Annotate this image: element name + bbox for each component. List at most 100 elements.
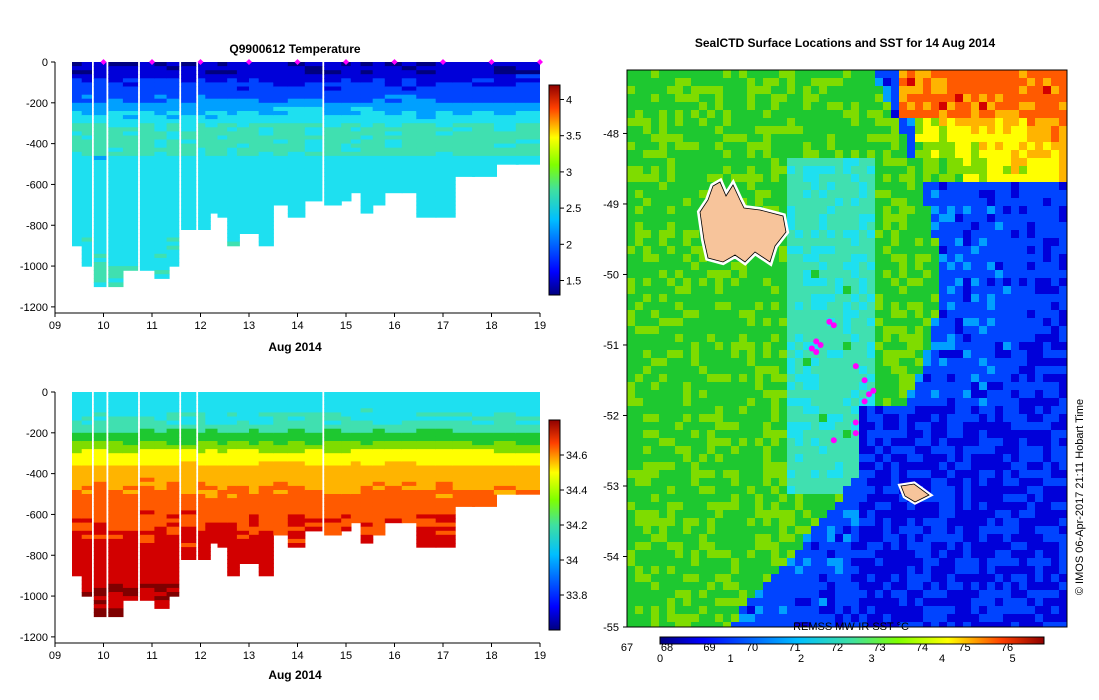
seal-location (817, 342, 824, 348)
x-tick-label: 09 (49, 320, 61, 332)
x-tick-label: 10 (97, 320, 109, 332)
y-tick-label: -400 (26, 139, 48, 151)
y-tick-label: 0 (42, 387, 48, 399)
colorbar-tick-label: 3.5 (566, 131, 581, 143)
x-tick-label: 16 (388, 320, 400, 332)
sst-map-panel: SealCTD Surface Locations and SST for 14… (603, 36, 1086, 665)
imos-credit: © IMOS 06-Apr-2017 21:11 Hobart Time (1074, 399, 1086, 595)
lat-tick-label: -50 (603, 269, 619, 281)
y-tick-label: 0 (42, 57, 48, 69)
colorbar-tick-label: 2.5 (566, 203, 581, 215)
x-tick-label: 14 (291, 650, 303, 662)
sst-f-tick: 76 (1001, 642, 1013, 654)
map-title: SealCTD Surface Locations and SST for 14… (695, 36, 996, 50)
colorbar-tick-label: 3 (566, 167, 572, 179)
x-tick-label: 14 (291, 320, 303, 332)
salinity-xlabel: Aug 2014 (268, 668, 322, 682)
temperature-panel: Q9900612 Temperature 0 -200 -400 -600 -800 -1… (20, 42, 581, 354)
y-tick-label: -400 (26, 469, 48, 481)
colorbar-tick-label: 4 (566, 94, 572, 106)
x-tick-label: 11 (146, 650, 157, 662)
x-tick-label: 19 (534, 650, 546, 662)
seal-location (813, 338, 820, 345)
x-tick-label: 11 (146, 320, 157, 332)
map-colorbar-ticks: 0 1 2 3 4 5 68 69 70 71 72 73 74 75 76 (657, 642, 1016, 665)
x-tick-label: 12 (194, 320, 206, 332)
lat-tick-label: -52 (603, 410, 619, 422)
surface-marker (488, 59, 495, 65)
colorbar-tick-label: 2 (566, 239, 572, 251)
colorbar-tick-label: 1.5 (566, 276, 581, 288)
map-lon-tick: 67 (621, 642, 633, 654)
y-tick-label: -600 (26, 179, 48, 191)
sst-c-tick: 1 (727, 653, 733, 665)
lat-tick-label: -55 (603, 622, 619, 634)
sst-f-tick: 71 (788, 642, 800, 654)
x-tick-label: 19 (534, 320, 546, 332)
lat-tick-label: -51 (603, 340, 619, 352)
kerguelen-coast (699, 181, 787, 263)
surface-markers (100, 59, 543, 65)
seal-location (861, 377, 868, 384)
x-tick-label: 12 (194, 650, 206, 662)
y-tick-label: -800 (26, 220, 48, 232)
x-tick-label: 17 (437, 650, 449, 662)
surface-marker (537, 59, 543, 65)
sst-f-tick: 74 (916, 642, 928, 654)
lat-tick-label: -48 (603, 128, 619, 140)
sst-f-tick: 69 (703, 642, 715, 654)
sst-f-tick: 75 (958, 642, 970, 654)
seal-location (826, 318, 833, 325)
y-tick-label: -1200 (20, 302, 48, 314)
salinity-colorbar (548, 419, 561, 631)
x-tick-label: 16 (388, 650, 400, 662)
colorbar-tick-label: 34 (566, 555, 578, 567)
salinity-plot-area (72, 392, 540, 618)
x-tick-label: 17 (437, 320, 449, 332)
x-tick-label: 10 (97, 650, 109, 662)
x-tick-label: 13 (243, 650, 255, 662)
colorbar-tick-label: 34.2 (566, 520, 587, 532)
sst-c-tick: 5 (1009, 653, 1015, 665)
surface-marker (440, 59, 446, 65)
temperature-title: Q9900612 Temperature (229, 42, 361, 56)
sst-f-tick: 72 (831, 642, 843, 654)
y-tick-label: -200 (26, 98, 48, 110)
seal-location (852, 430, 859, 437)
x-tick-label: 15 (340, 320, 352, 332)
seal-location (813, 349, 820, 355)
seal-location (870, 387, 877, 394)
surface-marker (391, 59, 398, 65)
y-tick-label: -1200 (20, 632, 48, 644)
salinity-colorbar-ticks: 33.8 34 34.2 34.4 34.6 (560, 450, 587, 602)
seal-location (852, 363, 859, 370)
sst-c-tick: 4 (939, 653, 945, 665)
sst-c-tick: 0 (657, 653, 663, 665)
lat-tick-label: -53 (603, 481, 619, 493)
seal-location (861, 398, 868, 405)
map-colorbar (659, 636, 1045, 645)
sst-c-tick: 2 (798, 653, 804, 665)
lat-tick-label: -49 (603, 199, 619, 211)
surface-marker (197, 59, 204, 65)
y-tick-label: -800 (26, 550, 48, 562)
x-tick-label: 13 (243, 320, 255, 332)
map-frame (626, 69, 1068, 628)
seal-location (830, 322, 837, 329)
seal-location (808, 345, 815, 352)
x-tick-label: 18 (485, 320, 497, 332)
map-axes: -48 -49 -50 -51 -52 -53 -54 -55 (603, 128, 627, 634)
sst-c-tick: 3 (868, 653, 874, 665)
sst-map-area (627, 70, 1067, 627)
seal-location (866, 391, 872, 398)
sst-f-tick: 70 (746, 642, 758, 654)
surface-marker (343, 59, 349, 65)
temperature-xlabel: Aug 2014 (268, 340, 322, 354)
y-tick-label: -200 (26, 428, 48, 440)
lat-tick-label: -54 (603, 551, 619, 563)
x-tick-label: 09 (49, 650, 61, 662)
